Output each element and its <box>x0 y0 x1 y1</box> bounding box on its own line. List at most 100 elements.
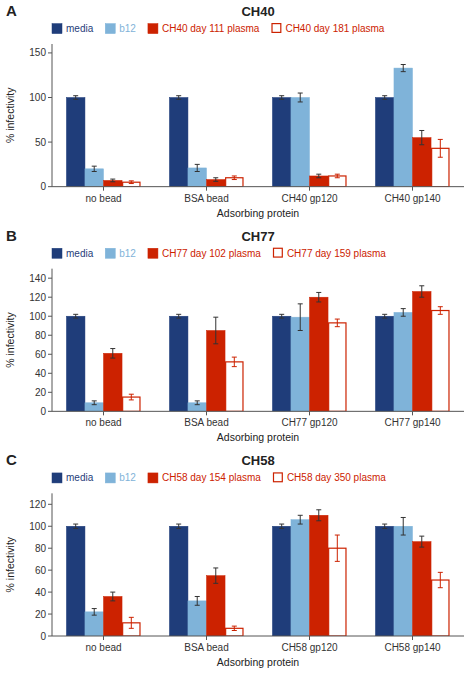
error-line <box>112 592 113 601</box>
bar <box>413 291 432 411</box>
legend: mediab12CH58 day 154 plasmaCH58 day 350 … <box>52 472 386 483</box>
error-cap <box>382 99 387 100</box>
y-tick <box>48 504 52 505</box>
error-bar <box>401 517 406 535</box>
error-cap <box>401 64 406 65</box>
error-cap <box>298 515 303 516</box>
error-cap <box>73 318 78 319</box>
x-axis-label: Adsorbing protein <box>217 656 299 668</box>
error-line <box>281 314 282 318</box>
bar <box>394 312 413 411</box>
error-line <box>403 65 404 72</box>
error-line <box>384 96 385 100</box>
legend-swatch <box>273 473 282 482</box>
bar <box>207 576 226 636</box>
error-line <box>300 93 301 102</box>
error-cap <box>213 317 218 318</box>
error-cap <box>335 326 340 327</box>
error-cap <box>232 357 237 358</box>
error-bar <box>382 314 387 318</box>
bar <box>272 316 291 411</box>
error-bar <box>401 65 406 72</box>
legend-swatch <box>105 473 115 483</box>
error-bar <box>232 357 237 367</box>
y-tick <box>48 297 52 298</box>
error-cap <box>279 528 284 529</box>
y-tick <box>48 392 52 393</box>
error-cap <box>213 343 218 344</box>
error-line <box>197 401 198 405</box>
legend-label: b12 <box>119 248 136 259</box>
error-cap <box>73 528 78 529</box>
error-bar <box>316 510 321 521</box>
x-tick-label: BSA bead <box>184 417 228 428</box>
error-cap <box>316 177 321 178</box>
error-cap <box>129 180 134 181</box>
error-cap <box>438 572 443 573</box>
error-line <box>112 349 113 359</box>
plot-area <box>66 510 449 636</box>
legend-swatch <box>52 248 62 258</box>
error-cap <box>401 535 406 536</box>
legend-label: CH77 day 102 plasma <box>162 248 261 259</box>
error-cap <box>401 316 406 317</box>
error-cap <box>438 314 443 315</box>
bar <box>413 542 432 636</box>
x-tick <box>103 187 104 191</box>
error-line <box>281 524 282 528</box>
bar <box>66 98 85 187</box>
bar <box>329 323 346 411</box>
y-tick-label: 150 <box>29 47 46 58</box>
error-cap <box>419 144 424 145</box>
error-line <box>440 139 441 157</box>
error-line <box>318 174 319 178</box>
background <box>0 0 474 674</box>
x-tick-label: CH40 gp120 <box>281 193 338 204</box>
error-cap <box>335 561 340 562</box>
error-cap <box>335 174 340 175</box>
x-axis-label: Adsorbing protein <box>217 431 299 443</box>
error-cap <box>298 524 303 525</box>
error-cap <box>279 314 284 315</box>
error-cap <box>438 587 443 588</box>
error-line <box>384 524 385 528</box>
error-cap <box>298 330 303 331</box>
error-cap <box>129 399 134 400</box>
error-cap <box>382 314 387 315</box>
error-line <box>215 178 216 182</box>
error-line <box>337 535 338 561</box>
bar <box>104 180 123 186</box>
x-tick-label: BSA bead <box>184 193 228 204</box>
y-tick <box>48 186 52 187</box>
bar <box>85 169 104 187</box>
error-cap <box>176 318 181 319</box>
error-cap <box>92 400 97 401</box>
y-tick-label: 100 <box>29 311 46 322</box>
x-tick <box>412 636 413 640</box>
error-cap <box>176 314 181 315</box>
error-cap <box>92 404 97 405</box>
error-cap <box>92 166 97 167</box>
error-cap <box>401 308 406 309</box>
y-tick <box>48 335 52 336</box>
error-line <box>234 176 235 180</box>
bar <box>226 362 243 411</box>
error-bar <box>401 309 406 317</box>
title: CH58 <box>241 453 274 468</box>
error-line <box>131 394 132 400</box>
error-cap <box>213 583 218 584</box>
y-tick <box>48 636 52 637</box>
y-tick-label: 80 <box>35 330 47 341</box>
x-tick <box>206 187 207 191</box>
bar <box>310 515 329 636</box>
error-cap <box>438 139 443 140</box>
y-tick-label: 140 <box>29 273 46 284</box>
y-axis <box>52 269 53 412</box>
error-cap <box>195 605 200 606</box>
y-axis-label: % infectivity <box>4 87 16 143</box>
error-bar <box>213 568 218 583</box>
y-tick-label: 20 <box>35 609 47 620</box>
error-bar <box>195 164 200 171</box>
error-bar <box>438 572 443 587</box>
error-cap <box>279 95 284 96</box>
